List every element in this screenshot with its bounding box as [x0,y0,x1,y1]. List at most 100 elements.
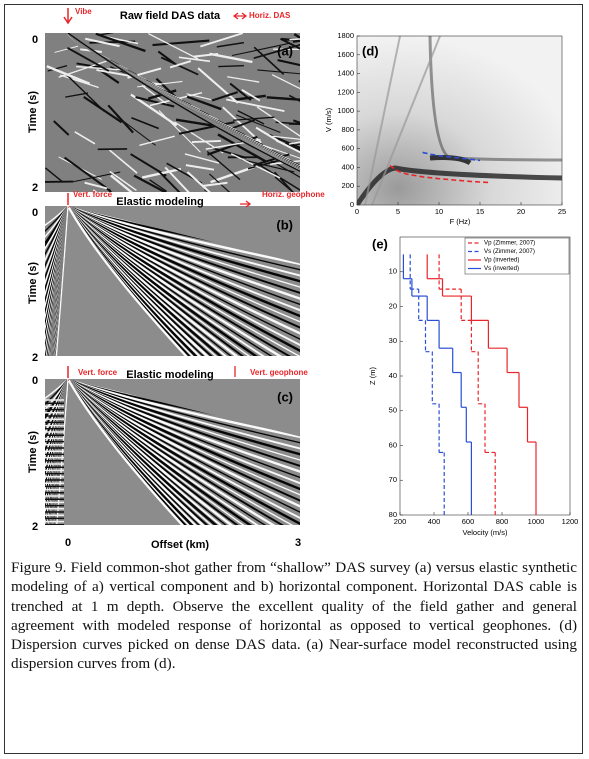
figure: Raw field DAS data Vibe Horiz. DAS (a) 0… [27,7,578,551]
x-tick-label: 1200 [562,517,579,526]
event [66,379,185,525]
panel-d: 0 5 10 15 20 25 0 200 400 600 800 1000 1200 1400 1600 1… [324,31,566,226]
panel-c: Elastic modeling Vert. force Vert. geoph… [27,366,308,551]
wavelet [60,74,99,89]
wavelet [279,37,300,50]
wavelet [158,109,201,153]
wavelet [85,37,120,48]
wavelet [191,140,221,144]
wavelet [274,171,294,192]
wavelet [76,62,105,69]
panel-label: (e) [372,236,388,251]
panel-e: 200 400 600 800 1000 1200 10 20 30 40 50 60 70 80 Velo… [368,236,578,537]
x-tick-label: 1000 [528,517,545,526]
wavelet [116,115,156,146]
x-tick-label: 15 [476,207,484,216]
wavelet [229,82,252,101]
wavelet [304,29,335,37]
legend-label: Vs (inverted) [484,265,519,272]
wavelet [54,45,79,53]
wavelet [45,167,63,183]
picked-curve [389,164,489,184]
source-arrow [63,8,73,25]
receiver-annotation: Horiz. DAS [249,11,291,20]
wavelet [84,181,109,190]
x-tick-label: 3 [295,537,301,549]
y-tick-label: 1200 [337,87,354,96]
wavelet [152,39,210,47]
legend-frame [464,237,570,275]
legend-label: Vp (inverted) [484,257,519,264]
panel-title: Elastic modeling [126,369,213,381]
y-tick-label: 0 [32,207,38,219]
wavelet [131,116,160,130]
source-annotation: Vibe [75,7,92,16]
y-axis-label: Time (s) [27,431,39,473]
y-tick-label: 0 [32,34,38,46]
wavelet [255,142,300,159]
y-tick-label: 1000 [337,106,354,115]
y-tick-label: 2 [32,352,38,364]
receiver-arrow [232,12,248,20]
wavelet [274,176,294,192]
y-tick-label: 800 [341,125,354,134]
wavelet [185,164,215,171]
y-tick-label: 1600 [337,50,354,59]
x-tick-label: 800 [496,517,509,526]
wavelet [178,56,211,63]
y-tick-label: 1400 [337,69,354,78]
y-tick-label: 2 [32,182,38,194]
plot-frame [399,236,571,516]
wavelet [169,60,192,69]
wavelet [288,94,300,103]
wavelet [209,52,253,64]
y-tick-label: 30 [389,336,397,345]
x-tick-label: 25 [558,207,566,216]
wavelet [292,119,300,124]
wavelet [147,33,199,60]
figure-frame [4,4,583,754]
legend-label: Vs (Zimmer, 2007) [484,248,535,255]
panel-label: (a) [277,43,293,58]
y-tick-label: 0 [350,200,354,209]
wavelet [226,98,285,112]
wavelet [232,42,289,57]
wavelet [272,135,300,140]
wavelet [257,163,300,191]
receiver-annotation: Horiz. geophone [262,190,325,199]
receiver-arrow [240,200,252,208]
wavelet [46,65,91,85]
wavelet [235,114,281,133]
wavelet [288,141,300,145]
wavelet [64,72,105,112]
source-annotation: Vert. force [73,190,113,199]
wavelet [47,64,68,72]
y-tick-label: 600 [341,144,354,153]
wavelet [95,33,146,53]
wavelet [275,139,300,154]
y-tick-label: 60 [389,440,397,449]
event [67,33,300,173]
y-tick-label: 40 [389,371,397,380]
seismic-texture [45,206,300,356]
wavelet [53,120,70,136]
wavelet [209,146,247,159]
wavelet [164,166,190,192]
panel-label: (c) [277,389,293,404]
seismic-texture [45,379,300,525]
wavelet [109,170,137,191]
wavelet [266,96,300,101]
wavelet [269,159,300,178]
energy-band [357,165,562,205]
y-tick-label: 200 [341,181,354,190]
wavelet [135,96,175,108]
energy-band [364,36,441,205]
wavelet [157,170,181,192]
wavelet [240,158,295,173]
y-axis-label: Time (s) [27,262,39,304]
wavelet [67,47,110,72]
panel-b: Elastic modeling Vert. force Horiz. geop… [27,190,325,364]
receiver-annotation: Vert. geophone [250,368,308,377]
source-annotation: Vert. force [78,368,118,377]
